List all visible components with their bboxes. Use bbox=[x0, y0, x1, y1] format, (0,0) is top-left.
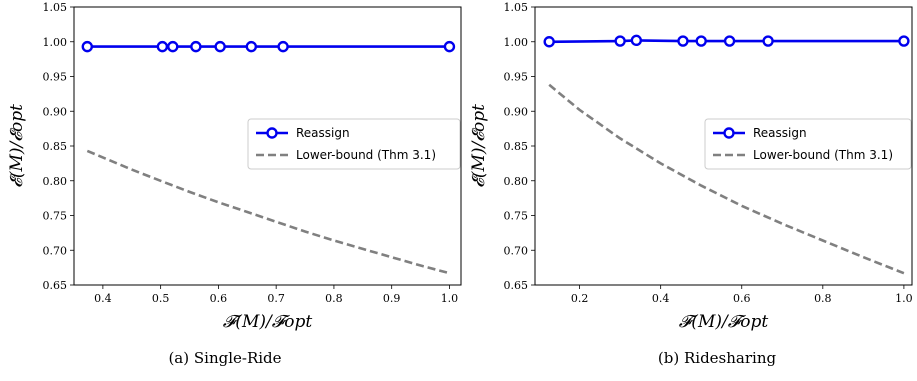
legend-box bbox=[247, 118, 461, 170]
legend-label: Lower-bound (Thm 3.1) bbox=[296, 148, 436, 162]
plot-frame bbox=[534, 6, 913, 286]
x-tick-label: 0.4 bbox=[94, 292, 112, 305]
reassign-point bbox=[614, 35, 626, 47]
y-tick-label: 0.85 bbox=[504, 140, 529, 153]
chart-caption: (a) Single-Ride bbox=[168, 349, 281, 367]
y-tick-label: 0.85 bbox=[43, 140, 68, 153]
y-tick-label: 0.70 bbox=[43, 244, 68, 257]
y-tick-label: 0.65 bbox=[504, 279, 529, 292]
y-axis-title: 𝓔(M)/𝓔opt bbox=[469, 104, 489, 188]
legend-marker-reassign bbox=[723, 127, 735, 139]
x-tick-label: 0.4 bbox=[652, 292, 670, 305]
reassign-point bbox=[630, 34, 643, 47]
x-tick-label: 0.9 bbox=[383, 292, 401, 305]
y-tick-label: 0.70 bbox=[504, 244, 529, 257]
series-lower-bound-line bbox=[548, 83, 905, 275]
legend-label: Reassign bbox=[753, 126, 807, 140]
y-tick-label: 0.75 bbox=[504, 210, 529, 223]
y-tick-label: 0.65 bbox=[43, 279, 68, 292]
reassign-point bbox=[695, 35, 707, 47]
legend-marker-reassign bbox=[266, 127, 278, 139]
x-tick-label: 0.6 bbox=[733, 292, 751, 305]
x-tick-label: 0.5 bbox=[152, 292, 170, 305]
y-tick-label: 0.75 bbox=[43, 210, 68, 223]
reassign-point bbox=[245, 40, 258, 53]
y-tick-label: 0.90 bbox=[43, 105, 68, 118]
reassign-point bbox=[167, 40, 179, 53]
reassign-point bbox=[543, 36, 555, 48]
chart-panel-2: 0.65 0.70 0.75 0.80 0.85 0.90 0.95 1.00 1.05 0.2 0… bbox=[469, 1, 913, 367]
legend-label: Reassign bbox=[296, 126, 350, 140]
y-tick-label: 0.95 bbox=[43, 71, 68, 84]
reassign-point bbox=[677, 35, 689, 47]
legend-label: Lower-bound (Thm 3.1) bbox=[753, 148, 893, 162]
legend: Reassign Lower-bound (Thm 3.1) bbox=[704, 118, 912, 170]
reassign-point bbox=[898, 35, 910, 47]
x-axis-title: 𝓕(M)/𝓕opt bbox=[223, 312, 313, 332]
reassign-point bbox=[277, 40, 289, 53]
chart-panel-1: 0.65 0.70 0.75 0.80 0.85 0.90 0.95 1.00 1.05 0.4 0… bbox=[7, 1, 462, 367]
x-tick-label: 0.6 bbox=[210, 292, 228, 305]
x-tick-label: 0.8 bbox=[325, 292, 343, 305]
y-tick-label: 1.05 bbox=[43, 1, 68, 14]
y-tick-label: 1.00 bbox=[504, 36, 529, 49]
y-tick-label: 0.95 bbox=[504, 71, 529, 84]
reassign-point bbox=[156, 40, 169, 53]
legend-box bbox=[704, 118, 912, 170]
reassign-point bbox=[762, 35, 774, 47]
y-tick-label: 0.80 bbox=[504, 175, 529, 188]
reassign-point bbox=[214, 40, 226, 53]
series-lower-bound-line bbox=[86, 149, 450, 275]
reassign-point bbox=[443, 40, 456, 53]
x-tick-label: 0.8 bbox=[814, 292, 832, 305]
x-tick-label: 0.7 bbox=[267, 292, 285, 305]
reassign-point bbox=[723, 35, 736, 47]
legend: Reassign Lower-bound (Thm 3.1) bbox=[247, 118, 461, 170]
y-tick-label: 1.00 bbox=[43, 36, 68, 49]
x-tick-label: 1.0 bbox=[441, 292, 459, 305]
y-tick-label: 1.05 bbox=[504, 1, 529, 14]
x-tick-label: 0.2 bbox=[571, 292, 589, 305]
plot-frame bbox=[73, 6, 462, 286]
y-tick-label: 0.90 bbox=[504, 105, 529, 118]
x-axis-title: 𝓕(M)/𝓕opt bbox=[679, 312, 769, 332]
reassign-point bbox=[190, 40, 202, 53]
x-tick-label: 1.0 bbox=[895, 292, 913, 305]
reassign-point bbox=[81, 40, 93, 53]
y-tick-label: 0.80 bbox=[43, 175, 68, 188]
y-axis-title: 𝓔(M)/𝓔opt bbox=[7, 104, 27, 188]
chart-caption: (b) Ridesharing bbox=[658, 349, 777, 367]
